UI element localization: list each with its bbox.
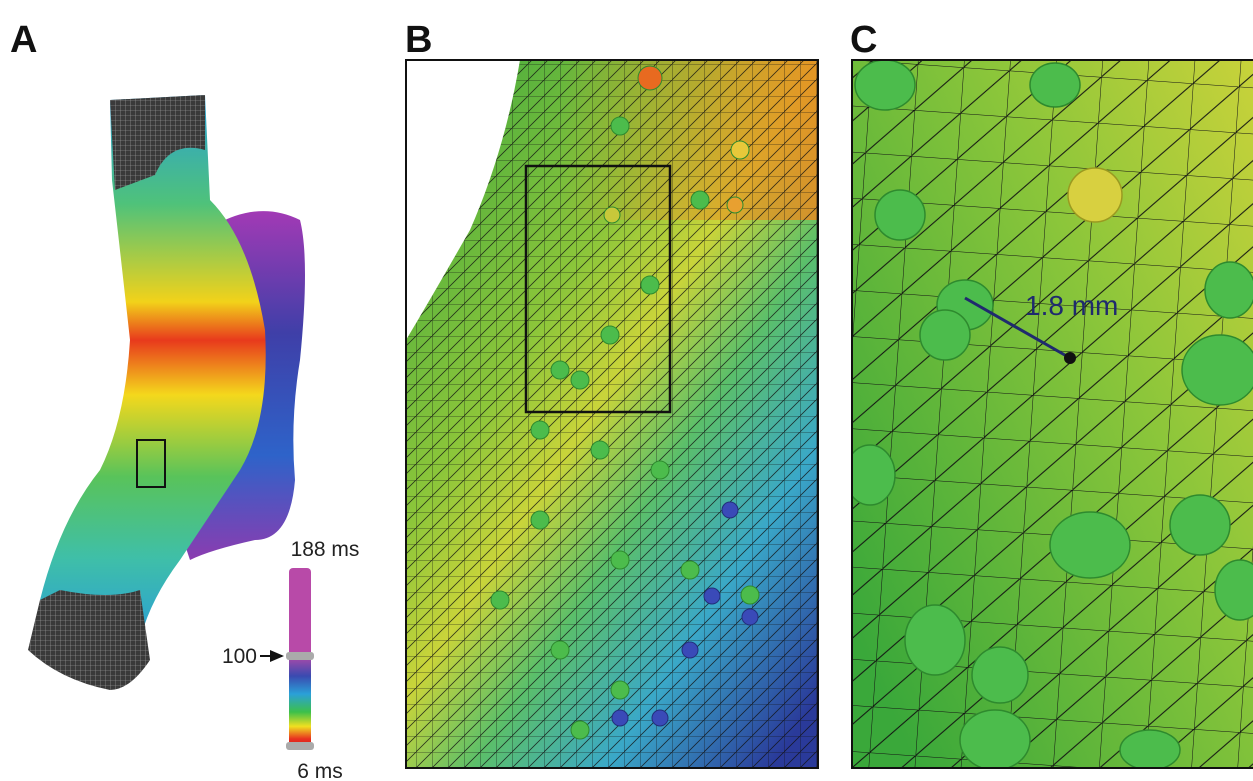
distance-annotation: 1.8 mm (1025, 290, 1118, 321)
panel-label: B (405, 19, 432, 61)
colorbar-mid-label: 100 (222, 645, 257, 668)
panel-frame (851, 59, 1253, 769)
vessel-map (28, 95, 305, 690)
colorbar (260, 568, 314, 750)
panel-frame (405, 59, 819, 769)
colorbar-min-label: 6 ms (297, 760, 343, 781)
panel-label: C (850, 19, 877, 61)
panel-label: A (10, 19, 37, 61)
colorbar-max-label: 188 ms (291, 538, 360, 561)
zoom-view (852, 60, 1253, 768)
mesh-view (406, 60, 818, 768)
